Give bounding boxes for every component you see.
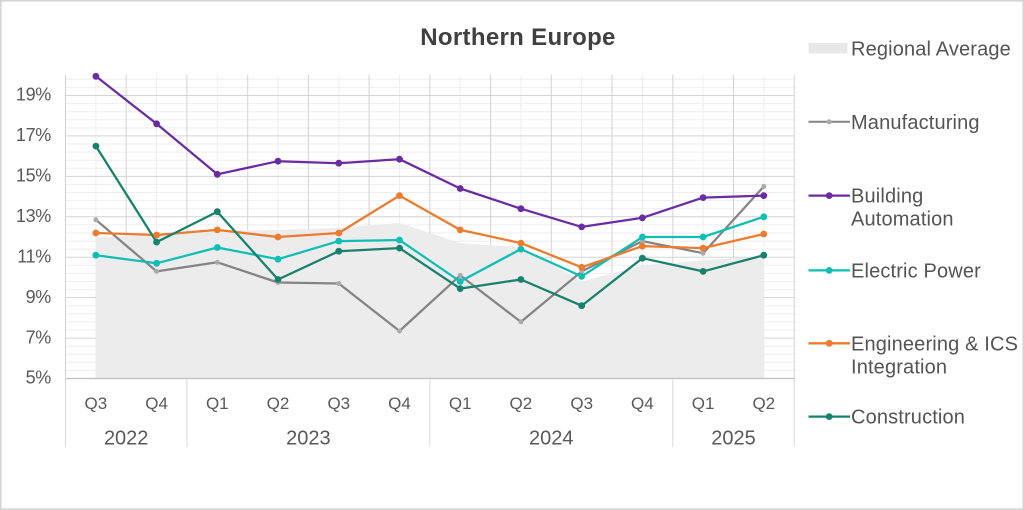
svg-text:Engineering & ICS: Engineering & ICS (851, 333, 1018, 355)
svg-text:Northern Europe: Northern Europe (420, 24, 615, 51)
svg-text:2025: 2025 (711, 428, 756, 450)
svg-text:Q3: Q3 (85, 394, 108, 413)
svg-text:Q1: Q1 (692, 394, 715, 413)
svg-text:5%: 5% (26, 368, 52, 388)
svg-text:Q4: Q4 (145, 394, 168, 413)
svg-text:Manufacturing: Manufacturing (851, 112, 980, 134)
svg-text:Q1: Q1 (449, 394, 472, 413)
svg-text:13%: 13% (16, 206, 51, 226)
svg-text:2022: 2022 (104, 428, 149, 450)
svg-text:17%: 17% (16, 125, 51, 145)
svg-text:Construction: Construction (851, 407, 965, 429)
svg-text:Q2: Q2 (510, 394, 533, 413)
svg-text:Q4: Q4 (631, 394, 654, 413)
svg-text:Q2: Q2 (267, 394, 290, 413)
svg-text:11%: 11% (17, 246, 51, 266)
svg-text:Integration: Integration (851, 356, 947, 378)
svg-text:Q3: Q3 (570, 394, 593, 413)
svg-text:2024: 2024 (529, 428, 574, 450)
svg-text:Q3: Q3 (327, 394, 350, 413)
svg-text:9%: 9% (26, 287, 52, 307)
svg-text:15%: 15% (16, 166, 51, 186)
svg-text:7%: 7% (26, 327, 52, 347)
svg-text:2023: 2023 (286, 428, 331, 450)
svg-text:Q2: Q2 (752, 394, 775, 413)
svg-text:Regional Average: Regional Average (851, 38, 1011, 60)
svg-text:Automation: Automation (851, 209, 954, 231)
svg-text:Building: Building (851, 186, 923, 208)
svg-text:19%: 19% (16, 85, 51, 105)
svg-text:Electric Power: Electric Power (851, 260, 981, 282)
svg-text:Q1: Q1 (206, 394, 229, 413)
svg-text:Q4: Q4 (388, 394, 411, 413)
